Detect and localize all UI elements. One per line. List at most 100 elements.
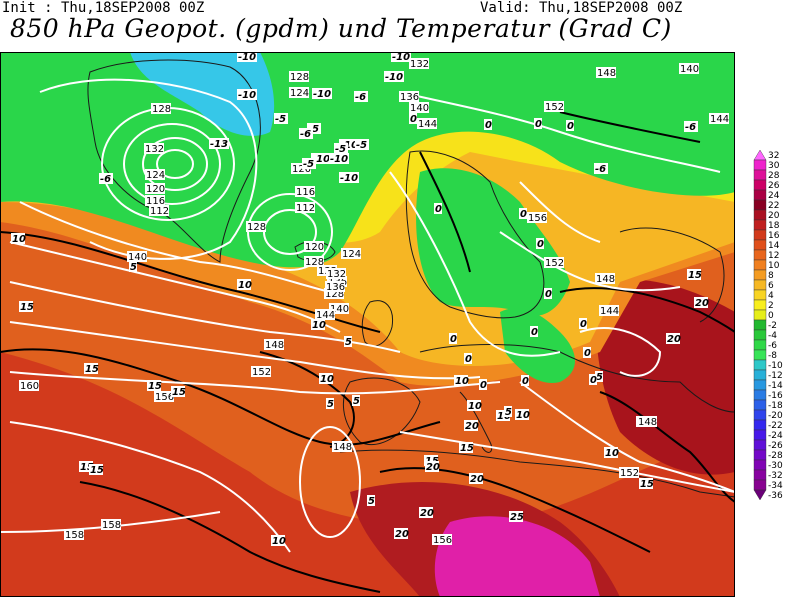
height-label: 156 <box>155 392 174 403</box>
temperature-label: 15 <box>85 364 99 375</box>
colorbar-cell <box>753 339 767 351</box>
height-label-bg <box>544 257 564 268</box>
temperature-label: -5 <box>308 124 319 135</box>
colorbar-cell <box>753 259 767 271</box>
temperature-label-bg <box>84 363 98 374</box>
temperature-label: -10 <box>313 89 331 100</box>
temperature-label-bg <box>99 173 113 184</box>
temperature-label-bg <box>464 420 478 431</box>
colorbar-cell <box>753 399 767 411</box>
temperature-label-bg <box>271 535 285 546</box>
height-label-bg <box>289 71 309 82</box>
temperature-label: 10 <box>468 401 482 412</box>
scandinavia-coast <box>405 150 545 319</box>
colorbar-label: 18 <box>768 221 780 231</box>
colorbar-cell <box>753 389 767 401</box>
temperature-label-bg <box>566 120 574 131</box>
height-label: 152 <box>545 102 564 113</box>
colorbar-label: 16 <box>768 231 780 241</box>
height-label: 158 <box>102 520 121 531</box>
isotherm-15 <box>0 348 441 446</box>
temperature-label-bg <box>11 233 25 244</box>
colorbar-cell <box>753 469 767 481</box>
temperature-label: 0 <box>584 348 591 359</box>
colorbar-cell <box>753 249 767 261</box>
temperature-label-bg <box>434 203 442 214</box>
colorbar-cell <box>753 229 767 241</box>
colorbar-label: -18 <box>768 401 783 411</box>
colorbar-label: -26 <box>768 441 783 451</box>
height-label-bg <box>599 305 619 316</box>
europe-coast <box>419 344 735 413</box>
height-label: 148 <box>638 417 657 428</box>
height-label: 128 <box>290 72 309 83</box>
weather-map: 1281321241201161121281241201161121321281… <box>0 52 735 597</box>
contour-132 <box>39 78 258 260</box>
colorbar-label: -28 <box>768 451 783 461</box>
height-label-bg <box>432 534 452 545</box>
temperature-label-bg <box>519 208 527 219</box>
colorbar-cell <box>753 239 767 251</box>
temperature-label: 20 <box>465 421 479 432</box>
temperature-label-bg <box>311 153 331 164</box>
temperature-label: 10 <box>497 411 511 422</box>
height-label: 152 <box>545 258 564 269</box>
colorbar-cell <box>753 179 767 191</box>
colorbar-cell <box>753 409 767 421</box>
init-time-label: Init : Thu,18SEP2008 00Z <box>2 0 205 16</box>
colorbar-label: -2 <box>768 321 777 331</box>
height-label: 140 <box>128 252 147 263</box>
temperature-label: -6 <box>595 164 606 175</box>
colorbar-cell <box>753 439 767 451</box>
height-label-bg <box>64 529 84 540</box>
temperature-label: 15 <box>20 302 34 313</box>
height-label: 120 <box>146 184 165 195</box>
temperature-label: -6 <box>100 174 111 185</box>
temperature-label-bg <box>171 386 185 397</box>
height-label-bg <box>619 467 639 478</box>
colorbar-cell <box>753 159 767 171</box>
height-label-bg <box>149 205 169 216</box>
colorbar-cell <box>753 309 767 321</box>
height-label-bg <box>264 339 284 350</box>
height-label: 128 <box>247 222 266 233</box>
isotherm-0 <box>419 151 471 273</box>
temperature-label: 0 <box>520 209 527 220</box>
temperature-label-bg <box>79 461 93 472</box>
temperature-label-bg <box>394 528 408 539</box>
temperature-field <box>0 52 735 597</box>
temperature-label: -6 <box>685 122 696 133</box>
height-label-bg <box>399 91 419 102</box>
height-label-bg <box>409 58 429 69</box>
colorbar-label: 30 <box>768 161 780 171</box>
contour-124 <box>123 123 221 205</box>
temperature-label-bg <box>479 379 487 390</box>
height-label: 136 <box>326 282 345 293</box>
chart-title: 850 hPa Geopot. (gpdm) und Temperatur (G… <box>10 14 672 43</box>
geopotential-contours <box>0 78 735 553</box>
colorbar-label: 0 <box>768 311 774 321</box>
temperature-label: 5 <box>345 337 352 348</box>
temperature-label-bg <box>579 318 587 329</box>
colorbar-label: 28 <box>768 171 780 181</box>
russia-coast <box>619 227 725 323</box>
height-label: 132 <box>327 269 346 280</box>
temperature-label-bg <box>536 238 544 249</box>
temperature-label-bg <box>424 455 438 466</box>
height-label: 128 <box>152 104 171 115</box>
colorbar-cell <box>753 289 767 301</box>
height-label-bg <box>544 101 564 112</box>
temperature-label: 20 <box>667 334 681 345</box>
contour-156 <box>9 421 291 553</box>
colorbar-label: -32 <box>768 471 783 481</box>
temperature-label: -10 <box>385 72 403 83</box>
temperature-label-bg <box>312 88 332 99</box>
height-label: 156 <box>433 535 452 546</box>
colorbar-label: -24 <box>768 431 783 441</box>
temperature-label: -10 <box>330 154 348 165</box>
temperature-label: 15 <box>172 387 186 398</box>
temperature-label-bg <box>384 71 404 82</box>
temperature-label: 5 <box>327 399 334 410</box>
isotherm-15c <box>559 287 735 333</box>
contour-144b <box>399 91 721 173</box>
